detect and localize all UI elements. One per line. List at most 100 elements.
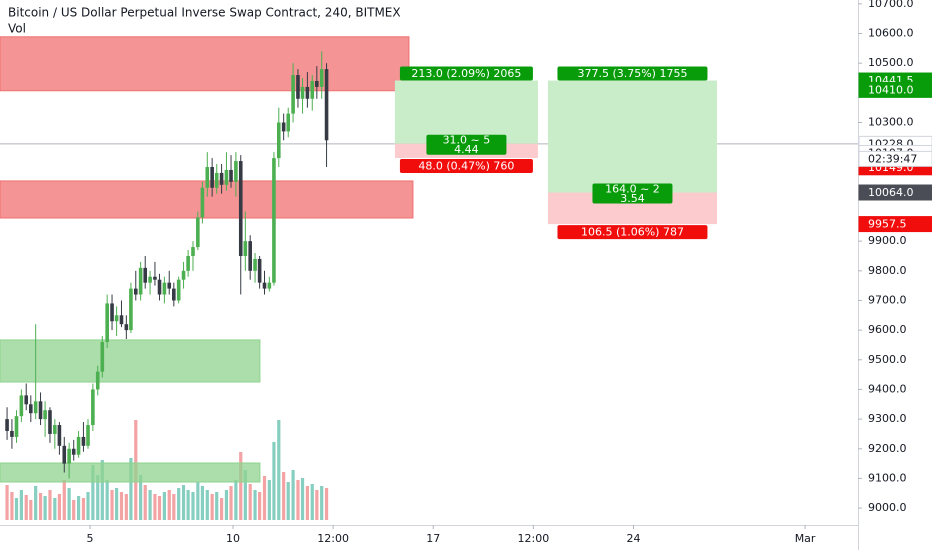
candle-body bbox=[305, 86, 310, 99]
zone bbox=[0, 339, 261, 383]
candle-body bbox=[38, 401, 43, 420]
y-tick-label: 9500.0 bbox=[868, 353, 907, 366]
volume-bar bbox=[43, 496, 47, 520]
volume-bar bbox=[5, 485, 9, 520]
volume-bar bbox=[234, 480, 238, 520]
candle-body bbox=[162, 282, 167, 295]
candle-body bbox=[129, 288, 133, 331]
volume-bar bbox=[38, 493, 43, 520]
volume-bar bbox=[248, 484, 252, 520]
volume-bar bbox=[139, 475, 143, 520]
volume-bar bbox=[291, 470, 295, 520]
y-tick-label: 9400.0 bbox=[868, 382, 907, 395]
stop-label-box bbox=[399, 158, 533, 173]
price-label-box bbox=[858, 216, 932, 233]
volume-bar bbox=[305, 486, 309, 520]
target-label-box bbox=[557, 66, 708, 81]
candle-body bbox=[86, 425, 90, 446]
countdown: 02:39:47 bbox=[868, 152, 917, 165]
y-tick-label: 9600.0 bbox=[868, 323, 907, 336]
candle-body bbox=[219, 172, 224, 185]
candle-body bbox=[33, 401, 38, 414]
volume-bar bbox=[34, 486, 38, 520]
volume-bar bbox=[81, 498, 86, 520]
volume-bar bbox=[24, 495, 28, 520]
candle-body bbox=[53, 425, 57, 434]
candle-body bbox=[76, 436, 81, 455]
volume-bar bbox=[10, 492, 14, 520]
volume-bar bbox=[76, 496, 81, 520]
chart-title: Bitcoin / US Dollar Perpetual Inverse Sw… bbox=[8, 6, 401, 20]
candle-body bbox=[286, 113, 291, 132]
profit-area bbox=[394, 80, 538, 144]
volume-bar bbox=[67, 488, 71, 520]
profit-area bbox=[547, 80, 717, 193]
volume-bar bbox=[282, 472, 286, 520]
y-tick-label: 9800.0 bbox=[868, 264, 907, 277]
candle-body bbox=[119, 315, 124, 325]
candle-body bbox=[57, 425, 62, 446]
target-label: 213.0 (2.09%) 2065 bbox=[411, 67, 521, 80]
candle-body bbox=[262, 282, 267, 289]
candle-body bbox=[191, 247, 195, 256]
candle-body bbox=[133, 288, 138, 295]
candle-body bbox=[224, 169, 229, 185]
entry-label: 4.44 bbox=[454, 143, 479, 156]
volume-bar bbox=[277, 420, 281, 520]
volume-bar bbox=[124, 494, 128, 520]
y-tick-label: 10700.0 bbox=[868, 0, 914, 10]
zone bbox=[0, 36, 410, 92]
volume-bar bbox=[215, 492, 219, 520]
volume-bar bbox=[239, 452, 243, 520]
candle-body bbox=[14, 416, 19, 437]
volume-bar bbox=[62, 480, 66, 520]
candle-body bbox=[71, 448, 76, 455]
candle-body bbox=[176, 279, 181, 301]
candle-body bbox=[296, 75, 300, 99]
countdown-box bbox=[858, 150, 932, 167]
target-label-box bbox=[399, 66, 533, 81]
volume-title: Vol bbox=[8, 22, 26, 36]
candle-body bbox=[95, 371, 100, 390]
candle-body bbox=[281, 122, 286, 132]
candle-body bbox=[267, 282, 272, 289]
price-label: 10410.0 bbox=[868, 83, 914, 96]
y-tick-label: 9700.0 bbox=[868, 293, 907, 306]
volume-bar bbox=[253, 490, 257, 520]
entry-label-box bbox=[592, 183, 673, 204]
volume-bar bbox=[219, 498, 224, 520]
volume-bar bbox=[162, 492, 166, 520]
y-tick-label: 9900.0 bbox=[868, 234, 907, 247]
candle-body bbox=[200, 187, 205, 218]
y-tick-label: 9000.0 bbox=[868, 501, 907, 514]
volume-bar bbox=[200, 486, 205, 520]
candle-body bbox=[319, 69, 324, 87]
volume-bar bbox=[91, 465, 95, 520]
candle-body bbox=[105, 303, 109, 342]
volume-bar bbox=[153, 494, 157, 520]
volume-bar bbox=[205, 490, 209, 520]
volume-bar bbox=[191, 492, 195, 520]
volume-bar bbox=[310, 484, 314, 520]
candle-body bbox=[300, 86, 305, 99]
volume-bar bbox=[243, 470, 247, 520]
volume-bar bbox=[258, 492, 262, 520]
price-label: 9957.5 bbox=[868, 218, 907, 231]
volume-bar bbox=[224, 490, 229, 520]
volume-bar bbox=[48, 490, 52, 520]
volume-bar bbox=[86, 492, 90, 520]
candle-body bbox=[24, 395, 29, 405]
entry-label: 3.54 bbox=[620, 192, 645, 205]
volume-bar bbox=[272, 442, 276, 520]
volume-bar bbox=[210, 494, 214, 520]
price-label-box bbox=[858, 184, 932, 201]
stop-label: 48.0 (0.47%) 760 bbox=[418, 159, 514, 172]
x-tick-label: Mar bbox=[795, 532, 816, 545]
volume-bar bbox=[296, 480, 300, 520]
candle-body bbox=[124, 324, 129, 331]
volume-bar bbox=[29, 500, 33, 520]
volume-bar bbox=[157, 496, 162, 520]
candle-body bbox=[114, 315, 119, 322]
candle-body bbox=[181, 270, 186, 280]
volume-bar bbox=[53, 498, 57, 520]
